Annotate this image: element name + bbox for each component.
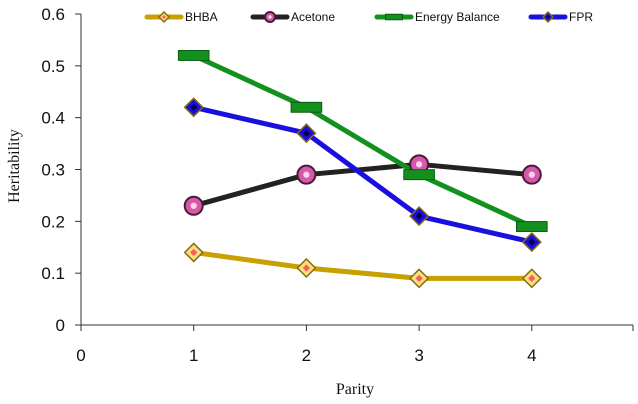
acetone-point-1-center [190,202,197,209]
series-markers [177,50,548,289]
acetone-point-2 [296,164,317,185]
x-tick-label: 2 [302,346,311,365]
fpr-point-2-center [302,129,310,137]
energy-balance-point-4-shape [516,221,548,232]
x-tick-label: 4 [527,346,536,365]
bhba-point-3 [409,268,430,289]
legend-label-acetone: Acetone [291,10,335,24]
x-axis-label: Parity [336,381,374,398]
fpr-point-4 [521,232,542,253]
legend-item-energy-balance: Energy Balance [374,10,500,24]
fpr-point-3-center [415,212,423,220]
energy-balance-point-3 [403,169,435,181]
bhba-point-2-center [302,264,310,272]
energy-balance-line [191,52,535,230]
fpr-point-1 [183,97,204,118]
y-tick-label: 0.3 [41,161,65,180]
legend-item-fpr: FPR [528,10,593,24]
legend: BHBA Acetone Energy Balance FPR [144,10,593,24]
bhba-point-2 [296,257,317,279]
fpr-point-4-center [528,238,536,246]
fpr-point-1-center [190,103,198,111]
legend-marker-energy-balance-shape [385,13,403,21]
x-tick-label: 0 [76,346,85,365]
legend-item-bhba: BHBA [144,10,218,24]
y-tick-label: 0.5 [41,57,65,76]
y-tick-label: 0 [56,316,65,335]
bhba-point-3-center [415,274,423,282]
x-tick-label: 3 [414,346,423,365]
y-tick-label: 0.2 [41,212,65,231]
y-tick-label: 0.1 [41,264,65,283]
bhba-line [191,249,535,281]
bhba-point-4-center [528,274,536,282]
tick-labels: 0 0.1 0.2 0.3 0.4 0.5 0.6 0 1 2 3 4 [41,5,536,365]
acetone-point-4-center [528,171,535,178]
bhba-point-1-center [190,248,198,257]
acetone-point-1 [183,195,204,216]
bhba-point-1 [183,242,204,263]
legend-label-fpr: FPR [569,10,593,24]
legend-label-bhba: BHBA [185,10,218,24]
axes [75,13,634,331]
acetone-point-4 [521,164,542,185]
y-tick-label: 0.6 [41,5,65,24]
y-tick-label: 0.4 [41,109,65,128]
fpr-point-3 [409,206,430,227]
energy-balance-point-2-shape [290,101,323,113]
legend-marker-acetone [264,11,276,23]
fpr-point-2 [296,123,317,144]
legend-marker-fpr [541,10,555,24]
legend-marker-acetone-center [268,15,272,19]
acetone-line [191,161,535,209]
energy-balance-point-4 [516,221,548,232]
legend-label-energy-balance: Energy Balance [415,10,500,24]
x-tick-label: 1 [189,346,198,365]
energy-balance-point-2 [290,101,323,113]
y-axis-label: Heritability [6,129,23,203]
series-lines [191,52,535,281]
legend-marker-bhba-center [162,15,166,19]
energy-balance-point-1 [177,50,210,61]
energy-balance-point-3-shape [403,169,435,181]
legend-marker-energy-balance [385,13,403,21]
bhba-point-4 [521,268,542,289]
legend-item-acetone: Acetone [250,10,335,24]
energy-balance-point-1-shape [177,50,210,61]
acetone-point-2-center [303,171,310,178]
acetone-point-3-center [415,161,423,168]
legend-marker-fpr-center [546,15,550,19]
fpr-line [191,104,535,245]
acetone-point-3 [409,154,430,175]
legend-marker-bhba [157,10,171,24]
